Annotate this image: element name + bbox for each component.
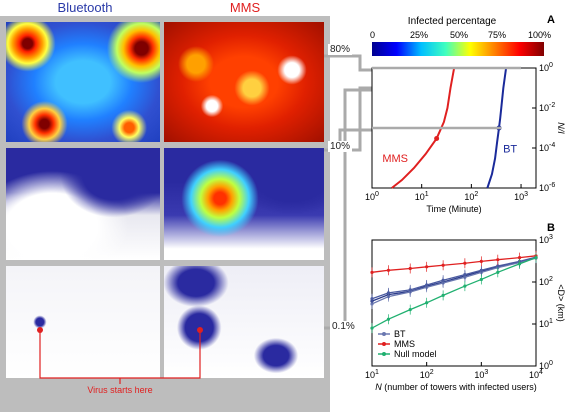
colorbar-gradient bbox=[372, 42, 544, 56]
virus-start-bracket bbox=[37, 327, 203, 384]
chart-a-ylabel: N/I bbox=[556, 122, 566, 134]
colorbar-tick-75: 75% bbox=[488, 30, 507, 40]
chart-b-xtick-label: 103 bbox=[474, 369, 488, 380]
chart-b-point bbox=[496, 258, 500, 262]
chart-b-point bbox=[370, 302, 374, 306]
chart-b-series-line bbox=[371, 257, 537, 302]
chart-b-series-line bbox=[371, 257, 537, 329]
chart-b-point bbox=[425, 283, 429, 287]
chart-b-point bbox=[441, 293, 445, 297]
chart-a-ytick-label: 10-6 bbox=[539, 182, 555, 193]
map-bluetooth-0-1 bbox=[6, 266, 160, 378]
chart-b-xtick-label: 104 bbox=[529, 369, 543, 380]
chart-b-point bbox=[479, 259, 483, 263]
chart-b-series-line bbox=[371, 256, 537, 300]
chart-a-series-label: BT bbox=[503, 143, 517, 155]
level-label-10: 10% bbox=[328, 141, 353, 152]
chart-b-point bbox=[386, 268, 391, 272]
level-label-0-1: 0.1% bbox=[330, 321, 357, 332]
chart-a-xtick-label: 103 bbox=[514, 191, 528, 202]
chart-a-xtick-label: 102 bbox=[464, 191, 478, 202]
chart-a-ytick-label: 10-2 bbox=[539, 102, 555, 113]
chart-b-point bbox=[463, 284, 467, 288]
chart-a-ytick-label: 100 bbox=[539, 62, 553, 73]
colorbar-title: Infected percentage bbox=[407, 16, 497, 27]
virus-start-label: Virus starts here bbox=[87, 385, 153, 395]
chart-b-point bbox=[408, 308, 412, 312]
chart-a-xtick-label: 101 bbox=[415, 191, 429, 202]
column-header-bluetooth: Bluetooth bbox=[57, 0, 113, 15]
chart-b-point bbox=[534, 256, 538, 260]
map-mms-0-1 bbox=[164, 266, 324, 378]
chart-b-legend-marker bbox=[382, 342, 386, 346]
map-bluetooth-80 bbox=[6, 22, 160, 142]
chart-b-xtick-label: 102 bbox=[420, 369, 434, 380]
chart-b-legend-label: BT bbox=[394, 329, 406, 339]
map-bluetooth-10 bbox=[6, 148, 160, 260]
chart-b-point bbox=[425, 265, 429, 269]
chart-b-point bbox=[479, 277, 483, 282]
map-mms-80 bbox=[164, 22, 324, 142]
chart-b-xtick-label: 101 bbox=[365, 369, 379, 380]
chart-a-series-bt bbox=[486, 67, 522, 189]
colorbar-tick-100: 100% bbox=[528, 30, 552, 40]
map-mms-10 bbox=[164, 148, 324, 260]
chart-b-frame bbox=[371, 239, 537, 367]
chart-b-point bbox=[408, 288, 412, 292]
chart-b-point bbox=[517, 256, 522, 260]
chart-b-point bbox=[441, 263, 445, 267]
chart-a-xlabel: Time (Minute) bbox=[426, 204, 481, 214]
chart-b-point bbox=[463, 273, 467, 277]
chart-b-point bbox=[496, 264, 500, 268]
chart-b-ytick-label: 102 bbox=[539, 276, 553, 287]
chart-b-ytick-label: 101 bbox=[539, 318, 553, 329]
panel-label-b: B bbox=[547, 222, 555, 234]
chart-b-legend-marker bbox=[382, 332, 386, 336]
chart-b-ylabel: <D> (km) bbox=[556, 284, 566, 322]
chart-b-series-line bbox=[371, 255, 537, 273]
chart-b-point bbox=[370, 326, 374, 330]
chart-b-point bbox=[517, 262, 522, 266]
chart-b-point bbox=[386, 317, 391, 321]
chart-b-point bbox=[463, 261, 467, 265]
panel-label-a: A bbox=[547, 14, 555, 26]
chart-b-series-line bbox=[371, 257, 537, 305]
chart-a-point bbox=[434, 135, 440, 141]
chart-b-point bbox=[370, 270, 374, 274]
chart-a-ytick-label: 10-4 bbox=[539, 142, 555, 153]
chart-b-ytick-label: 100 bbox=[539, 360, 553, 371]
chart-b-point bbox=[479, 268, 483, 272]
level-label-80: 80% bbox=[328, 44, 353, 55]
chart-b-legend-marker bbox=[382, 352, 386, 356]
chart-b-point bbox=[425, 301, 429, 305]
chart-a-series-label: MMS bbox=[382, 153, 408, 165]
chart-b-point bbox=[408, 266, 412, 271]
column-header-mms: MMS bbox=[229, 0, 261, 15]
chart-b-legend-label: Null model bbox=[394, 349, 437, 359]
chart-b-ytick-label: 103 bbox=[539, 234, 553, 245]
chart-a: 100 101 102 103 10-6 10-4 10-2 100 Time (Minute)… bbox=[365, 62, 566, 214]
chart-b-point bbox=[386, 291, 391, 295]
colorbar-tick-50: 50% bbox=[450, 30, 469, 40]
chart-b-xlabel: N (number of towers with infected users) bbox=[375, 382, 537, 392]
colorbar-tick-0: 0 bbox=[370, 30, 376, 40]
chart-b-point bbox=[496, 270, 500, 274]
chart-b-point bbox=[441, 278, 445, 282]
chart-b-legend-label: MMS bbox=[394, 339, 415, 349]
colorbar-tick-25: 25% bbox=[410, 30, 429, 40]
chart-a-xtick-label: 100 bbox=[365, 191, 379, 202]
chart-b-point bbox=[370, 297, 374, 301]
